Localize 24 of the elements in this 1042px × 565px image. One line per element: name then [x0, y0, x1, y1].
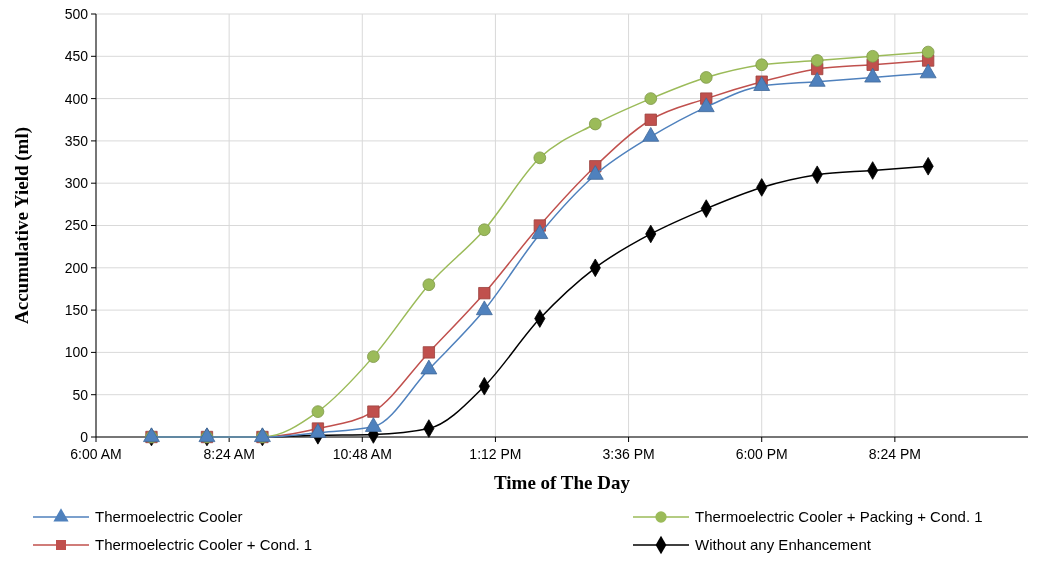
- x-axis-title: Time of The Day: [494, 472, 631, 493]
- y-axis-title: Accumulative Yield (ml): [11, 127, 33, 324]
- y-tick-label: 400: [64, 90, 89, 107]
- x-tick-label: 10:48 AM: [332, 446, 392, 462]
- x-tick-label: 6:00 AM: [70, 446, 122, 462]
- y-tick-label: 100: [64, 344, 89, 361]
- y-tick-label: 500: [64, 5, 89, 22]
- legend-label: Thermoelectric Cooler: [95, 508, 243, 526]
- y-tick-label: 350: [64, 132, 89, 149]
- y-tick-label: 50: [72, 386, 89, 403]
- y-tick-label: 200: [64, 259, 89, 276]
- y-tick-label: 150: [64, 302, 89, 318]
- legend-label: Thermoelectric Cooler + Cond. 1: [95, 536, 313, 554]
- x-tick-label: 8:24 AM: [203, 446, 255, 462]
- x-tick-label: 1:12 PM: [469, 446, 522, 462]
- y-tick-label: 300: [64, 175, 89, 192]
- y-tick-label: 250: [64, 217, 89, 234]
- x-tick-label: 6:00 PM: [735, 446, 788, 462]
- y-tick-label: 0: [80, 428, 89, 445]
- y-tick-label: 450: [64, 48, 89, 65]
- legend-label: Without any Enhancement: [695, 536, 872, 554]
- x-tick-label: 3:36 PM: [602, 446, 655, 462]
- legend-label: Thermoelectric Cooler + Packing + Cond. 1: [695, 508, 983, 526]
- x-tick-label: 8:24 PM: [868, 446, 921, 462]
